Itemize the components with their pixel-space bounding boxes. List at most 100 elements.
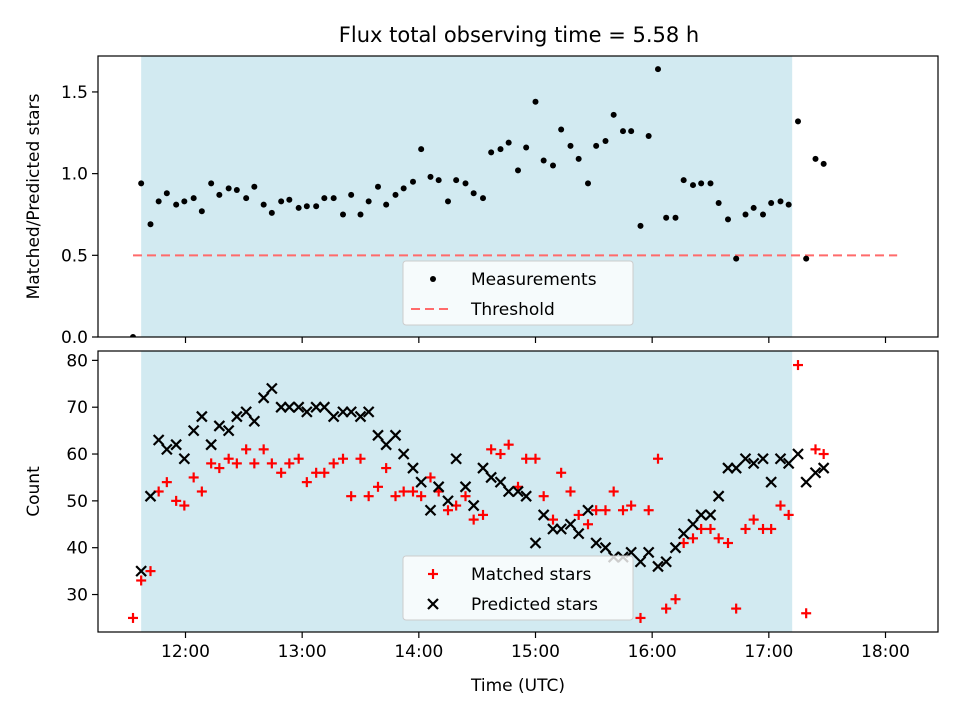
measurement-point [198,208,205,215]
measurement-point [163,190,170,197]
matched-point [443,505,453,516]
predicted-point [292,401,305,413]
measurement-point [340,211,346,218]
measurement-point [515,167,521,174]
x-tick-label: 14:00 [394,642,443,662]
predicted-point [397,448,410,460]
series-matched-stars [128,360,829,623]
measurement-point [251,183,258,190]
predicted-point [582,504,594,517]
matched-point [503,439,514,450]
predicted-point [485,471,497,484]
predicted-point [677,527,690,540]
x-tick-label: 18:00 [861,642,910,662]
predicted-point [135,565,147,577]
measurement-point [181,198,188,205]
matched-point [408,486,418,497]
measurement-point [707,180,714,187]
predicted-point [380,438,392,451]
matched-point [161,477,172,488]
matched-point [635,612,646,623]
matched-point [276,467,287,478]
matched-point [565,486,576,497]
matched-point [661,603,672,614]
measurement-point [427,173,434,180]
legend-frame [402,555,634,621]
matched-point [740,523,751,534]
measurement-point [567,142,574,149]
measurement-point [637,222,644,229]
y-tick-label: 50 [66,492,88,512]
matched-point [373,481,383,492]
measurement-point [365,198,372,205]
predicted-point [757,452,769,465]
matched-point [810,444,821,455]
matched-point [214,463,225,474]
matched-point [398,486,409,497]
predicted-point [240,406,252,418]
matched-point [171,495,182,506]
predicted-point [362,406,375,418]
matched-point [626,500,637,511]
matched-point [468,514,479,525]
matched-point [643,505,654,516]
predicted-point [248,415,261,428]
matched-point [705,523,716,534]
predicted-point [555,523,567,535]
measurement-point [260,201,267,208]
matched-point [608,486,619,497]
predicted-point [205,438,217,451]
matched-point [591,505,602,516]
measurement-point [760,211,766,218]
predicted-point [318,401,331,413]
matched-point [188,472,199,483]
matched-point [460,491,471,502]
matched-point [653,453,663,464]
matched-point [136,575,147,586]
predicted-point [739,452,752,465]
measurement-point [173,201,180,208]
measurement-point [690,182,696,189]
matched-point [801,608,812,619]
measurement-point [480,195,486,202]
matched-point [793,360,803,371]
measurement-point [812,155,819,162]
predicted-point [459,481,472,493]
legend: Matched stars Predicted stars [402,555,634,621]
matched-point [731,603,742,614]
predicted-point [572,527,585,540]
matched-point [530,453,541,464]
x-tick-label: 16:00 [628,642,677,662]
predicted-point [730,462,742,474]
y-tick-label: 70 [66,398,88,418]
y-tick-label: 30 [66,586,88,606]
measurement-point [620,128,626,135]
matched-point [328,458,339,469]
measurement-point [190,195,197,202]
matched-point [425,472,436,483]
predicted-point [774,452,787,465]
y-tick-label: 60 [66,445,88,465]
measurement-point [383,201,390,208]
measurement-point [645,133,652,140]
measurement-point [313,203,320,210]
measurement-point [303,203,310,210]
series-measurements [130,66,827,337]
predicted-point [213,420,226,432]
measurement-point [593,142,600,149]
matched-point [723,538,733,549]
predicted-point [687,518,699,531]
measurement-point [820,160,827,167]
y-tick-label: 0.5 [61,246,88,266]
measurement-point [803,255,810,262]
measurement-point [400,185,407,192]
predicted-point [345,406,357,418]
measurement-point [268,209,275,216]
measurement-point [243,195,250,202]
measurement-point [725,216,731,223]
measurement-point [505,139,512,146]
predicted-point [747,457,760,470]
plot-area [128,360,830,623]
y-tick-label: 80 [66,351,88,371]
chart-title: Flux total observing time = 5.58 h [339,23,699,47]
